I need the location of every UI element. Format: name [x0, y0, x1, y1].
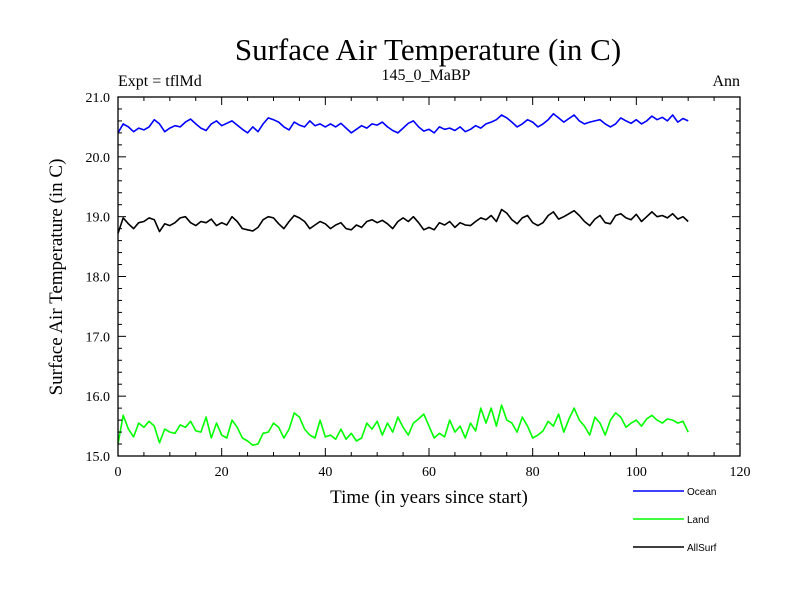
series-line-allsurf	[117, 208, 689, 234]
y-tick-label: 21.0	[86, 91, 111, 106]
legend: Ocean Land AllSurf	[633, 487, 717, 554]
y-tick-label: 17.0	[86, 330, 111, 345]
series-line-ocean	[117, 113, 689, 134]
x-tick-label: 40	[318, 465, 332, 480]
period-label: 145_0_MaBP	[382, 67, 471, 84]
y-tick-label: 16.0	[86, 390, 111, 405]
y-axis-label: Surface Air Temperature (in C)	[46, 159, 67, 396]
legend-label-allsurf: AllSurf	[687, 543, 717, 554]
axes: 0 20 40 60 80 100 120 15.0 16.0 17.0 18.0 19.0 20.0 2…	[86, 91, 751, 480]
y-tick-label: 15.0	[86, 450, 111, 465]
legend-label-land: Land	[687, 515, 709, 526]
plot-area	[117, 113, 689, 447]
series-line-land	[117, 404, 689, 447]
experiment-label: Expt = tflMd	[118, 73, 202, 90]
x-axis-label: Time (in years since start)	[330, 487, 528, 508]
y-tick-label: 19.0	[86, 211, 111, 226]
x-tick-label: 20	[215, 465, 229, 480]
legend-label-ocean: Ocean	[687, 487, 716, 498]
season-label: Ann	[712, 73, 740, 90]
y-tick-label: 18.0	[86, 271, 111, 286]
x-tick-label: 100	[626, 465, 647, 480]
plot-frame	[117, 96, 741, 457]
x-tick-label: 0	[115, 465, 122, 480]
y-tick-label: 20.0	[86, 151, 111, 166]
chart-title: Surface Air Temperature (in C)	[235, 32, 621, 67]
x-tick-label: 120	[730, 465, 751, 480]
x-tick-label: 60	[422, 465, 436, 480]
x-tick-label: 80	[526, 465, 540, 480]
